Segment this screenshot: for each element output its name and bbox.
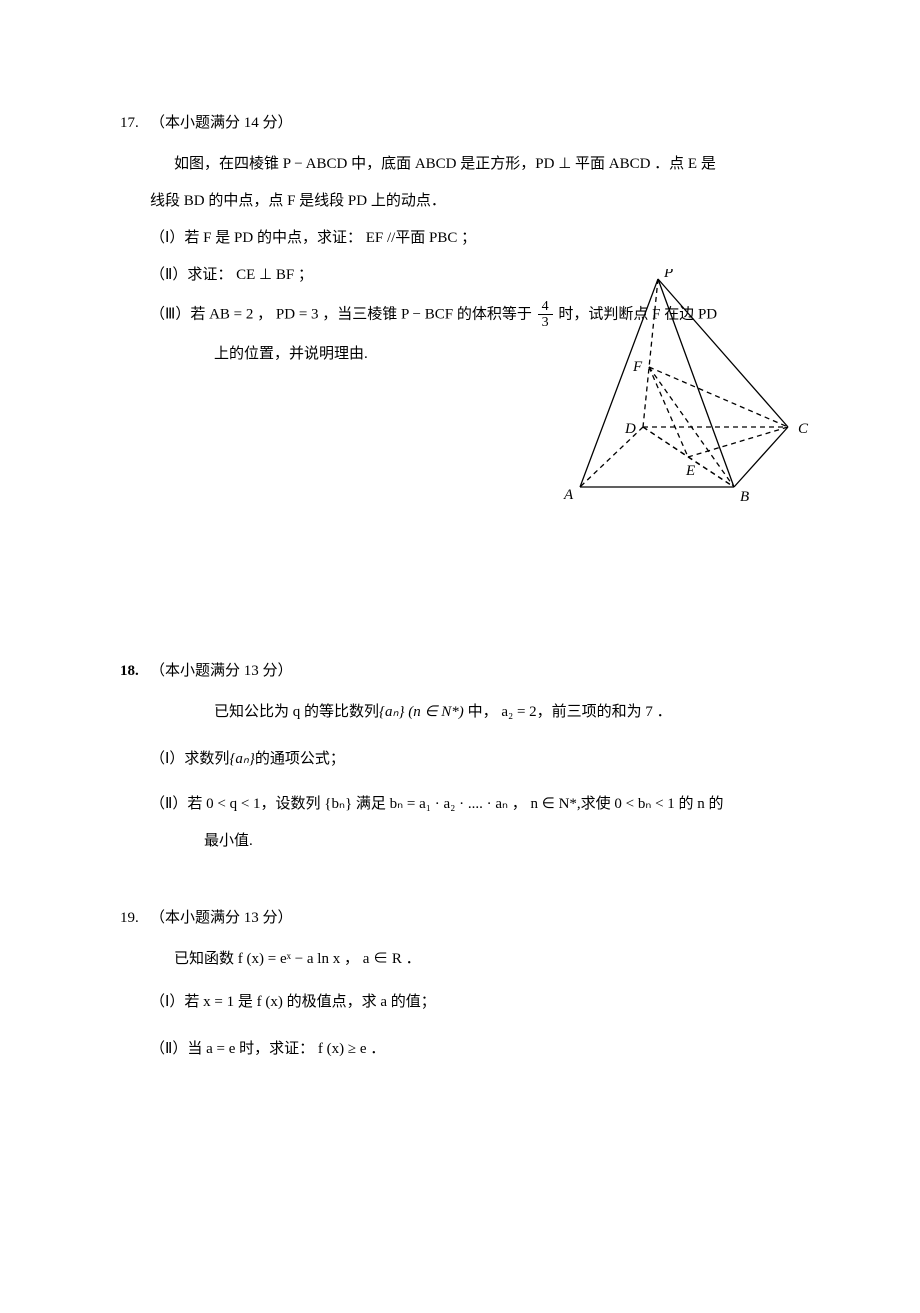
problem-19-part1: （Ⅰ）若 x = 1 是 f (x) 的极值点，求 a 的值； — [120, 989, 800, 1016]
pyramid-svg: P F D C A E B — [540, 269, 810, 509]
problem-19-body: 已知函数 f (x) = eˣ − a ln x ， a ∈ R ． — [120, 946, 800, 973]
svg-text:P: P — [663, 269, 673, 281]
problem-19-part2: （Ⅱ）当 a = e 时，求证： f (x) ≥ e ． — [120, 1036, 800, 1063]
exam-page: 17. （本小题满分 14 分） 如图，在四棱锥 P − ABCD 中，底面 A… — [0, 0, 920, 1313]
problem-19-header: 19. （本小题满分 13 分） — [120, 905, 800, 932]
problem-number: 19. — [120, 905, 150, 932]
svg-text:E: E — [685, 463, 695, 479]
problem-18-part2-line1: （Ⅱ）若 0 < q < 1，设数列 {bₙ} 满足 bₙ = a₁ · a₂ … — [120, 791, 800, 818]
svg-text:A: A — [563, 487, 574, 503]
problem-title: （本小题满分 13 分） — [150, 905, 293, 932]
pyramid-figure: P F D C A E B — [540, 269, 810, 519]
problem-18-header: 18. （本小题满分 13 分） — [120, 658, 800, 685]
problem-title: （本小题满分 13 分） — [150, 658, 293, 685]
svg-text:C: C — [798, 421, 809, 437]
problem-number: 17. — [120, 110, 150, 137]
svg-text:B: B — [740, 489, 749, 505]
problem-19: 19. （本小题满分 13 分） 已知函数 f (x) = eˣ − a ln … — [120, 905, 800, 1063]
problem-title: （本小题满分 14 分） — [150, 110, 293, 137]
problem-18: 18. （本小题满分 13 分） 已知公比为 q 的等比数列{aₙ} (n ∈ … — [120, 658, 800, 855]
problem-18-body: 已知公比为 q 的等比数列{aₙ} (n ∈ N*) 中， a₂ = 2，前三项… — [120, 699, 800, 726]
svg-text:F: F — [632, 359, 643, 375]
problem-17-part1: （Ⅰ）若 F 是 PD 的中点，求证： EF //平面 PBC ； — [120, 225, 800, 252]
problem-18-part1: （Ⅰ）求数列{aₙ}的通项公式； — [120, 746, 800, 773]
svg-text:D: D — [624, 421, 636, 437]
problem-17-body-line1: 如图，在四棱锥 P − ABCD 中，底面 ABCD 是正方形，PD ⊥ 平面 … — [120, 151, 800, 178]
problem-17-part3-row: （Ⅲ）若 AB = 2 ， PD = 3 ，当三棱锥 P − BCF 的体积等于… — [120, 299, 800, 368]
problem-number: 18. — [120, 658, 150, 685]
problem-18-part2-line2: 最小值. — [120, 828, 800, 855]
problem-17-header: 17. （本小题满分 14 分） — [120, 110, 800, 137]
problem-17: 17. （本小题满分 14 分） 如图，在四棱锥 P − ABCD 中，底面 A… — [120, 110, 800, 608]
problem-17-body-line2: 线段 BD 的中点，点 F 是线段 PD 上的动点． — [120, 188, 800, 215]
